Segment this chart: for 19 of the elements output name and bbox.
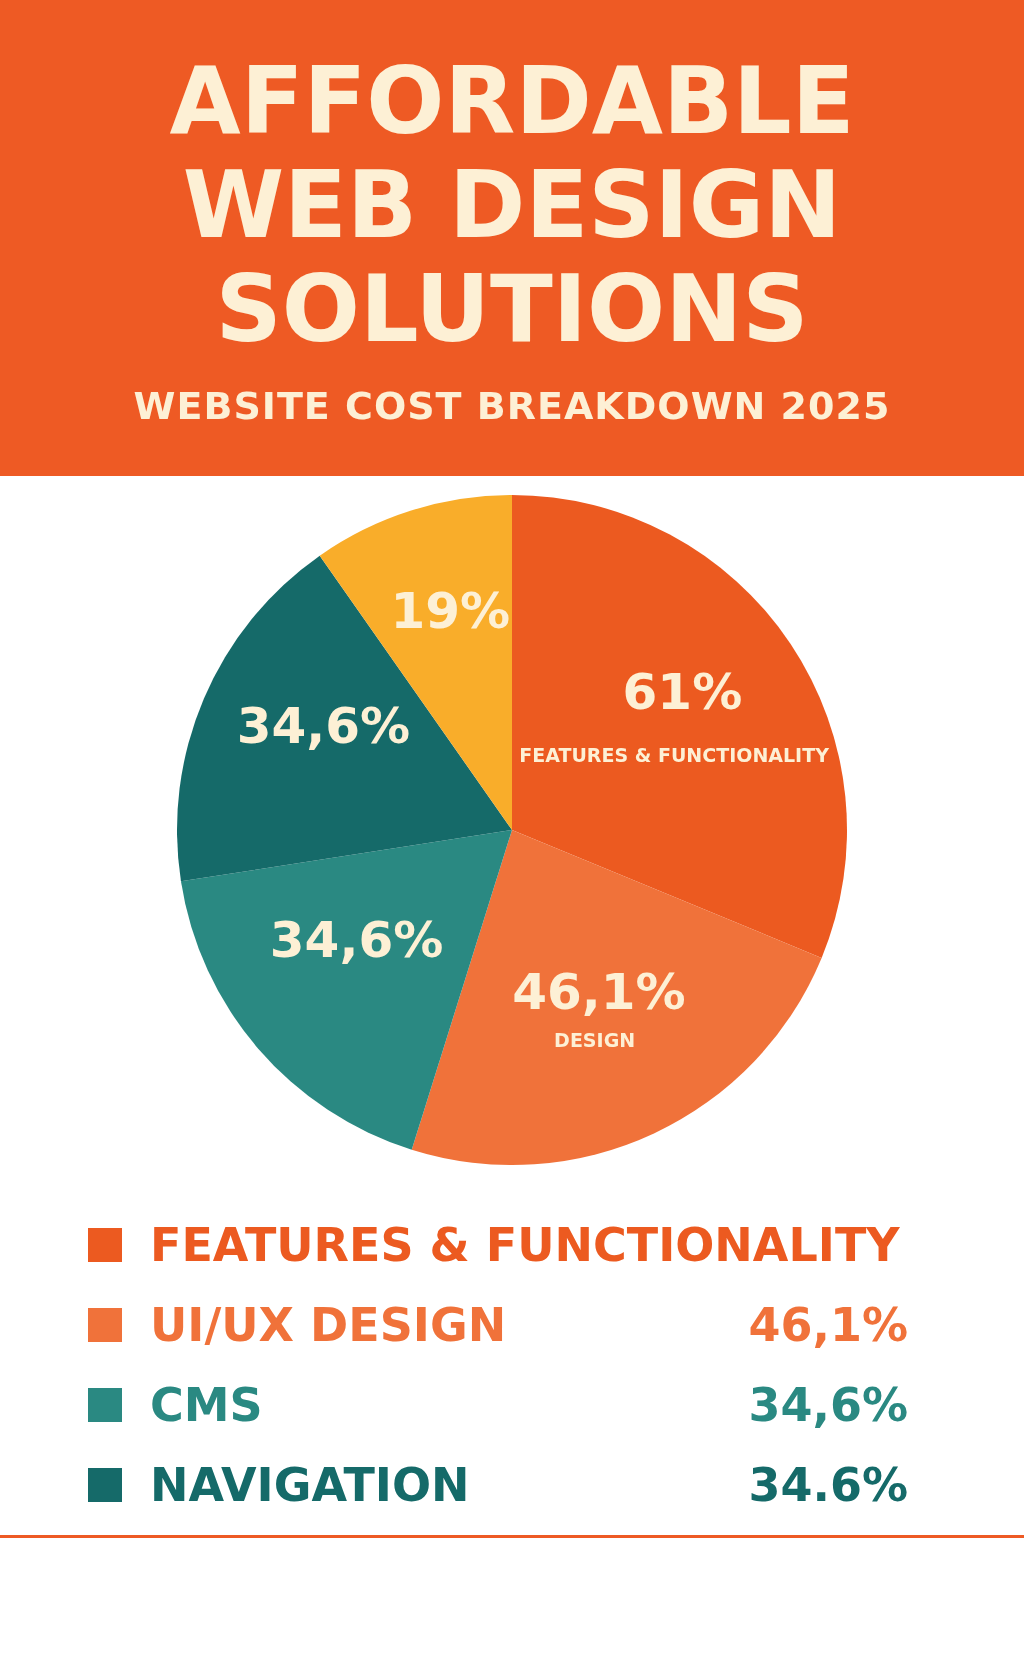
pie-slice: [177, 555, 512, 882]
data-label: 46,1%: [512, 962, 686, 1021]
legend-label: UI/UX DESIGN: [150, 1298, 508, 1352]
pie-slice: [512, 495, 847, 958]
chart-title: AFFORDABLE WEB DESIGN SOLUTIONS: [168, 48, 856, 363]
data-label: 34,6%: [236, 696, 411, 755]
data-label: 61%: [622, 663, 743, 722]
text: 34.6%: [748, 1458, 908, 1512]
slice-label: FEATURES & FUNCTIONALITY: [519, 743, 830, 766]
legend-label: FEATURES & FUNCTIONALITY: [150, 1218, 901, 1272]
chart-subtitle: WEBSITE COST BREAKDOWN 2025: [132, 384, 892, 428]
legend-label: NAVIGATION: [150, 1458, 471, 1512]
data-label: 34,6%: [269, 910, 444, 969]
text: 34,6%: [748, 1378, 908, 1432]
legend-label: CMS: [150, 1378, 264, 1432]
pie-slice: [180, 830, 512, 1150]
text: DESIGN: [554, 1028, 636, 1051]
data-label: 19%: [390, 581, 511, 640]
text: 46,1%: [748, 1298, 908, 1352]
